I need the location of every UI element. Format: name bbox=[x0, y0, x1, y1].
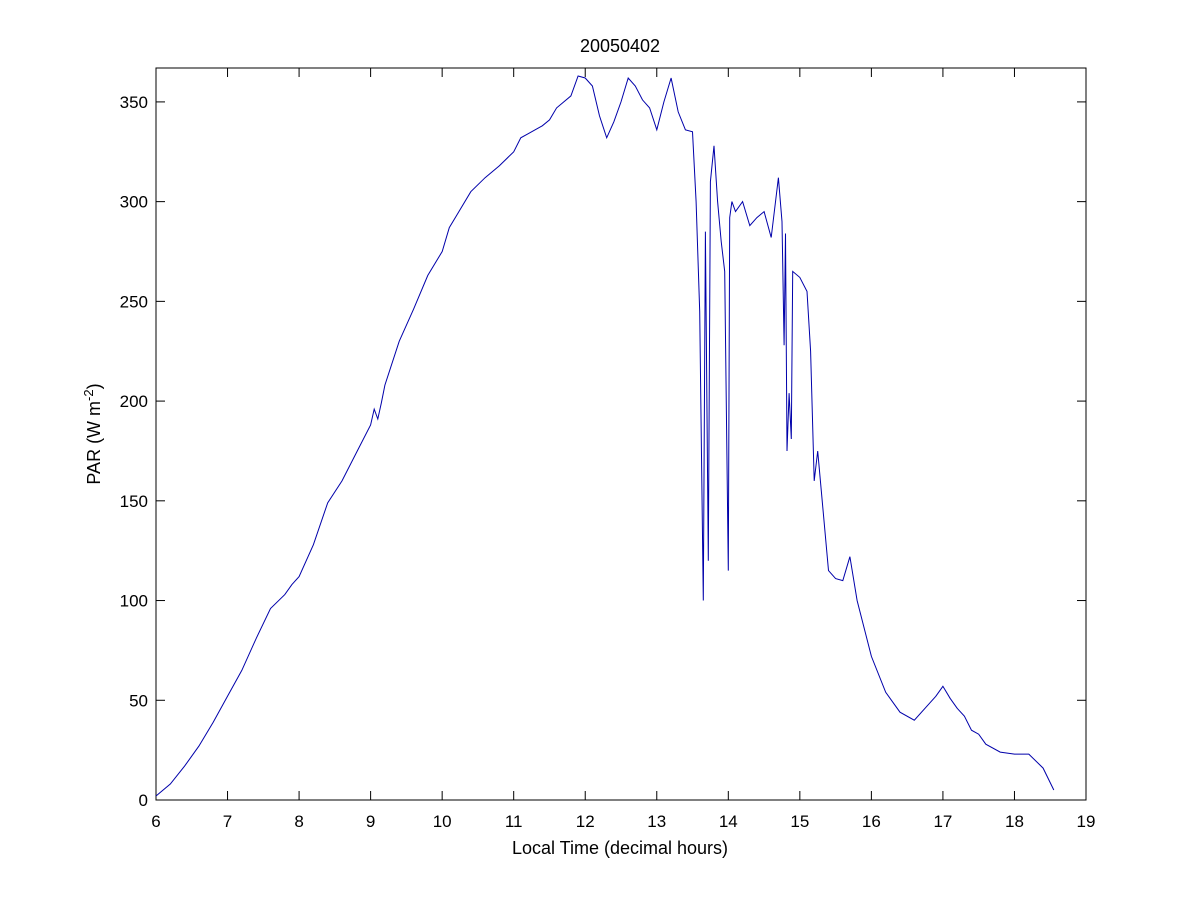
y-tick-label: 200 bbox=[120, 392, 148, 411]
series-line bbox=[155, 75, 1055, 797]
x-tick-label: 6 bbox=[151, 812, 160, 831]
y-tick-label: 150 bbox=[120, 492, 148, 511]
y-axis-ticks: 0 50 100 150 200 250 300 350 bbox=[120, 93, 1086, 810]
y-axis-label: PAR (W m-2) bbox=[81, 383, 104, 484]
x-tick-label: 8 bbox=[294, 812, 303, 831]
y-tick-label: 250 bbox=[120, 292, 148, 311]
plot-frame bbox=[155, 67, 1087, 801]
x-tick-label: 13 bbox=[647, 812, 666, 831]
chart-title: 20050402 bbox=[580, 36, 660, 56]
x-tick-label: 10 bbox=[433, 812, 452, 831]
x-tick-label: 9 bbox=[366, 812, 375, 831]
x-tick-label: 19 bbox=[1077, 812, 1096, 831]
y-tick-label: 0 bbox=[139, 791, 148, 810]
x-tick-label: 17 bbox=[933, 812, 952, 831]
y-tick-label: 300 bbox=[120, 193, 148, 212]
x-tick-label: 18 bbox=[1005, 812, 1024, 831]
x-tick-label: 15 bbox=[790, 812, 809, 831]
x-tick-label: 11 bbox=[505, 812, 523, 831]
x-axis-ticks: 6 7 8 9 10 11 12 13 14 15 16 17 18 19 bbox=[151, 68, 1095, 831]
y-tick-label: 50 bbox=[129, 691, 148, 710]
y-axis-label-superscript: -2 bbox=[81, 389, 96, 401]
y-tick-label: 350 bbox=[120, 93, 148, 112]
y-axis-label-base: PAR (W m bbox=[84, 401, 104, 485]
x-axis-label: Local Time (decimal hours) bbox=[512, 838, 728, 858]
x-tick-label: 7 bbox=[223, 812, 232, 831]
x-tick-label: 12 bbox=[576, 812, 595, 831]
x-tick-label: 14 bbox=[719, 812, 738, 831]
y-tick-label: 100 bbox=[120, 592, 148, 611]
y-axis-label-suffix: ) bbox=[84, 383, 104, 389]
x-tick-label: 16 bbox=[862, 812, 881, 831]
